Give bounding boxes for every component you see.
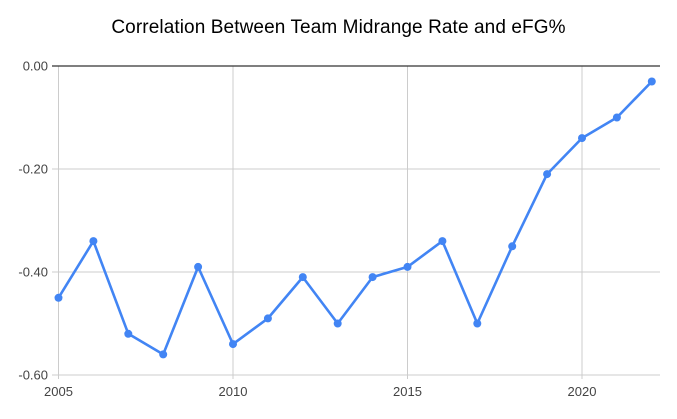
- data-point: [403, 262, 412, 271]
- data-point: [508, 242, 517, 251]
- y-axis-tick-label: -0.20: [18, 162, 48, 177]
- data-point: [229, 340, 237, 349]
- data-point: [438, 237, 447, 246]
- data-point: [54, 293, 63, 302]
- data-point: [89, 237, 98, 246]
- chart-title: Correlation Between Team Midrange Rate a…: [111, 17, 566, 38]
- y-axis-tick-label: 0.00: [23, 59, 48, 74]
- x-axis-tick-label: 2015: [393, 384, 422, 399]
- x-axis-tick-label: 2005: [44, 384, 73, 399]
- data-point: [298, 273, 307, 282]
- data-point: [578, 134, 586, 143]
- data-point: [647, 77, 656, 86]
- data-point: [124, 329, 133, 338]
- data-point: [194, 262, 203, 271]
- data-point: [333, 319, 342, 328]
- data-point: [473, 319, 482, 328]
- x-axis-tick-label: 2020: [568, 384, 597, 399]
- data-point: [159, 350, 168, 359]
- data-point: [368, 273, 377, 282]
- data-point: [263, 314, 272, 323]
- data-point: [543, 170, 552, 179]
- y-axis-tick-label: -0.60: [18, 368, 48, 383]
- x-axis-tick-label: 2010: [219, 384, 248, 399]
- data-point: [612, 113, 621, 122]
- y-axis-tick-label: -0.40: [18, 265, 48, 280]
- series-line: [57, 80, 654, 356]
